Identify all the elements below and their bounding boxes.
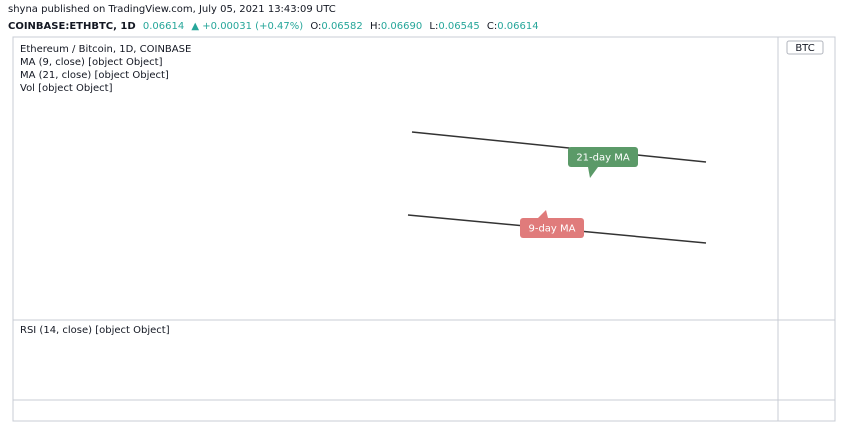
legend-entry: MA (21, close) [object Object] [20,70,169,81]
legend-entry: MA (9, close) [object Object] [20,57,163,68]
callout-pointer [588,167,598,178]
change: ▲ +0.00031 (+0.47%) [191,21,303,32]
ohlc-key: O: [310,21,321,32]
ma9-callout: 9-day MA [520,210,584,238]
ohlc-key: C: [487,21,497,32]
currency: BTC [795,43,814,54]
channel-upper [411,131,707,163]
ohlc-value: 0.06614 [497,21,538,32]
currency-box [786,40,824,55]
callout-pointer [538,210,548,218]
ohlc-value: 0.06582 [321,21,362,32]
symbol-line: COINBASE:ETHBTC, 1D 0.06614 ▲ +0.00031 (… [8,21,539,32]
ma21-callout: 21-day MA [568,147,638,178]
callout-box [520,218,584,238]
rsi-legend: RSI (14, close) [object Object] [20,325,170,336]
publisher: shyna published on TradingView.com, July… [8,4,336,15]
callout-text: 9-day MA [528,224,575,235]
callout-text: 21-day MA [576,153,630,164]
frame [12,36,836,422]
last-price: 0.06614 [143,21,184,32]
ohlc-value: 0.06545 [438,21,479,32]
ohlc-key: L: [429,21,438,32]
ohlc-key: H: [370,21,381,32]
ohlc-value: 0.06690 [381,21,422,32]
symbol: COINBASE:ETHBTC, 1D [8,21,136,32]
legend-entry: Vol [object Object] [20,83,113,94]
chart-title: Ethereum / Bitcoin, 1D, COINBASE [20,44,191,55]
callout-box [568,147,638,167]
